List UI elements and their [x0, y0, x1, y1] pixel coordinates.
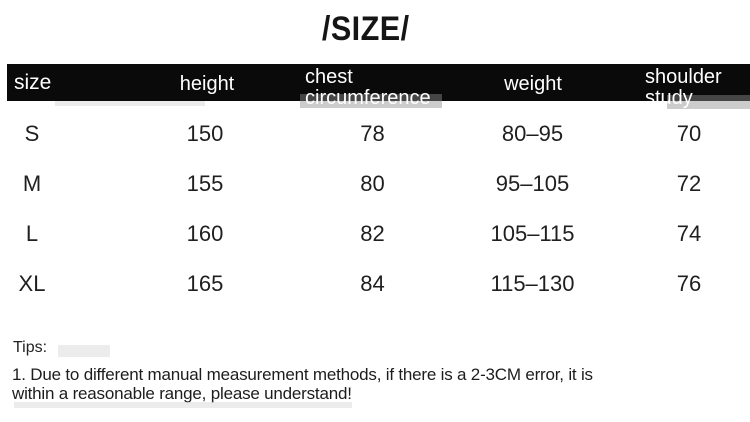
table-header-bar: size height chest circumference weight s…	[7, 64, 750, 109]
column-header-size: size	[14, 71, 52, 94]
cell-shoulder: 74	[676, 221, 702, 246]
column-header-chest-circumference: chest circumference	[305, 67, 431, 109]
table-row-m: M 155 80 95–105 72	[0, 159, 750, 209]
shadow-artifact	[14, 402, 352, 408]
size-table-body: S 150 78 80–95 70 M 155 80 95–105 72 L 1…	[0, 109, 750, 309]
tips-note: 1. Due to different manual measurement m…	[12, 365, 593, 403]
cell-size: S	[24, 121, 40, 146]
cell-height: 150	[186, 121, 224, 146]
tips-note-line1: 1. Due to different manual measurement m…	[12, 365, 593, 384]
tips-note-line2: within a reasonable range, please unders…	[12, 384, 352, 403]
cell-shoulder: 76	[676, 271, 702, 296]
shadow-artifact	[300, 94, 442, 108]
shadow-artifact	[55, 101, 205, 106]
column-header-chest-line1: chest	[305, 66, 353, 88]
cell-height: 160	[186, 221, 224, 246]
column-header-shoulder-study: shoulder study	[645, 67, 722, 109]
cell-size: M	[22, 171, 42, 196]
shadow-artifact	[58, 345, 110, 357]
shadow-artifact	[667, 95, 750, 109]
cell-size: XL	[18, 271, 46, 296]
cell-size: L	[25, 221, 39, 246]
cell-chest: 80	[360, 171, 385, 196]
cell-shoulder: 72	[676, 171, 702, 196]
column-header-weight: weight	[504, 73, 562, 95]
cell-shoulder: 70	[676, 121, 702, 146]
cell-chest: 82	[360, 221, 385, 246]
tips-label: Tips:	[13, 339, 48, 356]
column-header-height: height	[179, 73, 235, 95]
cell-chest: 84	[360, 271, 385, 296]
table-row-l: L 160 82 105–115 74	[0, 209, 750, 259]
column-header-shoulder-line2: study	[645, 87, 693, 109]
cell-height: 165	[186, 271, 224, 296]
page-title: /SIZE/	[322, 10, 410, 48]
cell-height: 155	[186, 171, 224, 196]
column-header-chest-line2: circumference	[305, 87, 431, 109]
table-row-s: S 150 78 80–95 70	[0, 109, 750, 159]
cell-weight: 105–115	[490, 221, 575, 246]
page-title-wrap: /SIZE/	[0, 10, 741, 49]
cell-weight: 95–105	[495, 171, 570, 196]
cell-weight: 115–130	[490, 271, 575, 296]
table-row-xl: XL 165 84 115–130 76	[0, 259, 750, 309]
column-header-shoulder-line1: shoulder	[645, 66, 722, 88]
cell-chest: 78	[360, 121, 385, 146]
cell-weight: 80–95	[501, 121, 564, 146]
